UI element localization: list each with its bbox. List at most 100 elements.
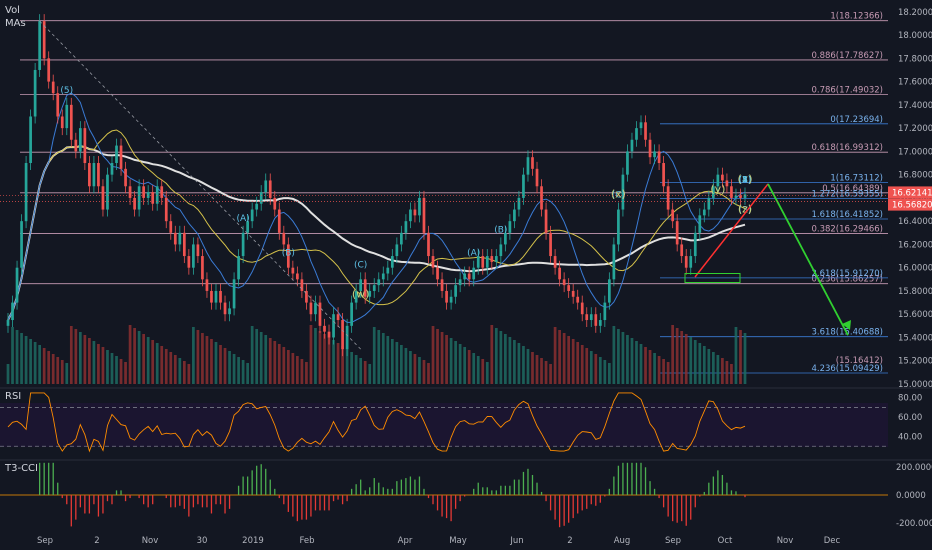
rsi-indicator-label[interactable]: RSI: [5, 391, 22, 402]
rsi-tick-label: 80.00: [898, 394, 922, 404]
volume-bar: [689, 337, 693, 384]
candle-body: [635, 128, 638, 140]
candle-body: [228, 308, 231, 315]
volume-bar: [327, 337, 331, 384]
candle-body: [639, 122, 643, 129]
volume-bar: [702, 346, 706, 384]
x-axis-tick: Oct: [718, 536, 733, 546]
volume-bar: [680, 331, 684, 384]
volume-bar: [241, 360, 245, 384]
wave-label: (C): [354, 260, 367, 270]
candle-body: [490, 256, 494, 262]
candle-body: [38, 21, 42, 70]
current-price-label: 16.62141: [892, 188, 932, 198]
x-axis-tick: 30: [197, 536, 208, 546]
candle-body: [449, 296, 453, 303]
candle-body: [702, 209, 706, 216]
moving-averages-label[interactable]: MAs: [5, 18, 26, 29]
x-axis-tick: Aug: [614, 536, 631, 546]
candle-body: [589, 314, 593, 321]
volume-bar: [223, 348, 227, 384]
volume-bar: [60, 360, 64, 384]
volume-bar: [418, 357, 421, 384]
volume-bar: [124, 362, 127, 384]
candle-body: [481, 256, 485, 268]
fib-level-label: 0.236(15.86257): [811, 275, 883, 285]
volume-bar: [187, 364, 191, 384]
price-tick-label: 17.40000: [898, 101, 932, 111]
volume-bar: [445, 335, 448, 384]
candle-body: [173, 232, 177, 245]
candle-body: [255, 203, 259, 210]
candle-body: [440, 279, 444, 291]
candle-body: [187, 256, 191, 268]
fib-extension-label: 1.618(16.41852): [811, 210, 883, 220]
candle-body: [29, 116, 32, 164]
candle-body: [553, 256, 557, 268]
volume-bar: [250, 326, 254, 384]
candle-body: [531, 157, 534, 169]
candle-body: [730, 186, 733, 198]
volume-bar: [38, 345, 42, 384]
volume-bar: [427, 363, 430, 384]
volume-bar: [264, 335, 268, 384]
fib-extension-label: 1(16.73112): [830, 174, 883, 184]
volume-bar: [413, 354, 417, 384]
candle-body: [169, 221, 173, 233]
candle-body: [707, 197, 711, 210]
candle-body: [201, 256, 204, 280]
volume-bar: [612, 326, 616, 384]
x-axis-tick: Feb: [299, 536, 314, 546]
volume-bar: [277, 344, 281, 384]
volume-bar: [721, 358, 724, 384]
candle-body: [291, 267, 295, 274]
volume-bar: [318, 331, 322, 384]
volume-bar: [182, 361, 186, 384]
volume-bar: [540, 358, 543, 384]
candle-body: [662, 163, 665, 187]
cci-tick-label: 200.0000: [896, 463, 932, 473]
volume-bar: [210, 339, 213, 384]
candle-body: [246, 221, 249, 233]
candle-body: [210, 290, 213, 303]
candle-body: [133, 197, 136, 210]
volume-indicator-label[interactable]: Vol: [5, 5, 20, 16]
volume-bar: [666, 362, 670, 384]
candle-body: [734, 195, 738, 198]
candle-body: [110, 163, 114, 175]
wave-label: (y): [710, 183, 725, 196]
price-tick-label: 17.80000: [898, 54, 932, 64]
candle-body: [386, 267, 390, 274]
volume-bar: [51, 354, 55, 384]
volume-bar: [88, 338, 91, 384]
volume-bar: [409, 351, 412, 384]
candle-body: [309, 302, 313, 315]
candle-body: [305, 290, 308, 303]
candle-body: [15, 267, 19, 303]
candle-body: [314, 302, 317, 315]
volume-bar: [255, 329, 259, 384]
volume-bar: [354, 355, 358, 384]
volume-bar: [246, 363, 249, 384]
volume-bar: [657, 356, 661, 384]
volume-bar: [630, 338, 634, 384]
volume-bar: [146, 337, 150, 384]
volume-bar: [711, 352, 715, 384]
rsi-tick-label: 40.00: [898, 433, 922, 443]
candle-body: [11, 302, 14, 321]
candle-body: [626, 151, 629, 175]
volume-bar: [65, 363, 69, 384]
candle-body: [644, 122, 647, 140]
fib-level-label: 0.5(16.64389): [822, 184, 883, 194]
fib-extension-label: 1.272(16.59355): [811, 190, 883, 200]
price-tick-label: 15.20000: [898, 357, 932, 367]
candle-body: [336, 314, 340, 321]
fib-extension-label: 2.618(15.91270): [811, 269, 883, 279]
volume-bar: [644, 347, 647, 384]
candle-body: [680, 244, 684, 257]
volume-bar: [33, 342, 37, 384]
cci-indicator-label[interactable]: T3-CCI: [5, 463, 38, 474]
candle-body: [74, 139, 78, 152]
wave-label: (z): [738, 202, 752, 215]
